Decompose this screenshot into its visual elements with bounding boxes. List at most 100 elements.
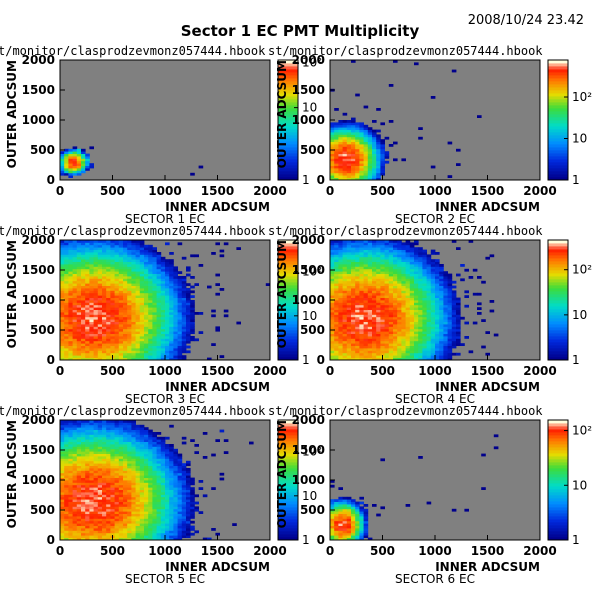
heatmap-bin [376,336,381,339]
heatmap-bin [72,170,78,174]
heatmap-bin [422,290,427,294]
heatmap-bin [384,266,390,270]
heatmap-bin [139,256,145,260]
color-scale-step [278,114,298,118]
heatmap-bin [409,333,415,337]
heatmap-bin [359,127,364,130]
heatmap-bin [60,499,65,502]
heatmap-bin [81,261,86,265]
heatmap-bin [118,264,124,267]
heatmap-bin [144,280,149,284]
heatmap-bin [363,240,369,243]
heatmap-bin [106,427,111,430]
heatmap-bin [64,316,69,320]
heatmap-bin [64,516,69,519]
heatmap-bin [409,254,415,258]
heatmap-bin [85,160,90,164]
heatmap-bin [160,504,166,507]
heatmap-bin [135,312,141,315]
heatmap-bin [135,283,141,286]
heatmap-bin [110,489,115,493]
heatmap-bin [418,338,423,342]
heatmap-bin [89,343,94,346]
color-scale-step [548,252,568,256]
heatmap-bin [355,352,360,356]
heatmap-bin [72,499,78,502]
heatmap-bin [72,266,78,270]
heatmap-bin [127,525,132,529]
heatmap-bin [338,340,343,344]
heatmap-bin [97,285,103,289]
heatmap-bin [363,160,369,164]
heatmap-bin [106,314,111,318]
y-tick-label: 0 [317,353,325,367]
heatmap-bin [85,163,90,166]
heatmap-bin [380,273,385,277]
heatmap-bin [485,352,490,356]
heatmap-bin [60,470,65,474]
heatmap-bin [397,283,402,286]
heatmap-bin [451,338,457,342]
heatmap-bin [135,319,141,322]
heatmap-bin [68,523,73,526]
heatmap-bin [190,331,195,334]
heatmap-bin [60,439,65,442]
heatmap-bin [89,499,94,502]
heatmap-bin [160,475,166,478]
heatmap-bin [351,259,356,262]
heatmap-bin [106,523,111,526]
heatmap-bin [64,328,69,332]
heatmap-bin [355,273,360,277]
heatmap-bin [114,453,120,457]
heatmap-bin [181,295,187,298]
heatmap-bin [102,312,107,315]
heatmap-bin [68,326,73,330]
heatmap-bin [190,307,195,310]
heatmap-bin [355,165,360,169]
heatmap-bin [401,276,406,279]
heatmap-bin [131,309,136,313]
color-scale-step [548,102,568,106]
heatmap-bin [64,427,69,430]
heatmap-bin [85,506,90,510]
heatmap-bin [152,487,157,490]
heatmap-bin [118,532,124,536]
heatmap-bin [72,247,78,250]
heatmap-bin [405,283,411,286]
heatmap-bin [148,439,153,442]
heatmap-bin [422,261,427,265]
heatmap-bin [397,252,402,255]
heatmap-bin [152,249,157,253]
heatmap-bin [165,355,170,358]
heatmap-bin [85,480,90,483]
heatmap-bin [409,268,415,272]
heatmap-bin [152,518,157,522]
heatmap-bin [68,292,73,296]
heatmap-bin [76,276,82,279]
heatmap-bin [363,343,369,346]
heatmap-bin [363,295,369,298]
heatmap-bin [123,532,128,536]
heatmap-bin [359,333,364,337]
heatmap-bin [127,355,132,358]
heatmap-bin [439,336,444,339]
heatmap-bin [60,288,65,291]
heatmap-bin [393,254,398,258]
heatmap-bin [93,276,99,279]
heatmap-bin [393,240,398,243]
heatmap-bin [380,324,385,327]
heatmap-bin [131,297,136,301]
heatmap-bin [89,348,94,351]
heatmap-bin [102,501,107,505]
heatmap-bin [60,340,65,344]
heatmap-bin [439,309,444,313]
heatmap-bin [346,153,352,157]
heatmap-bin [330,292,335,296]
heatmap-bin [110,523,115,526]
heatmap-bin [173,513,178,517]
heatmap-bin [397,240,402,243]
heatmap-bin [359,324,364,327]
heatmap-bin [165,302,170,306]
heatmap-bin [435,355,440,358]
heatmap-bin [144,532,149,536]
